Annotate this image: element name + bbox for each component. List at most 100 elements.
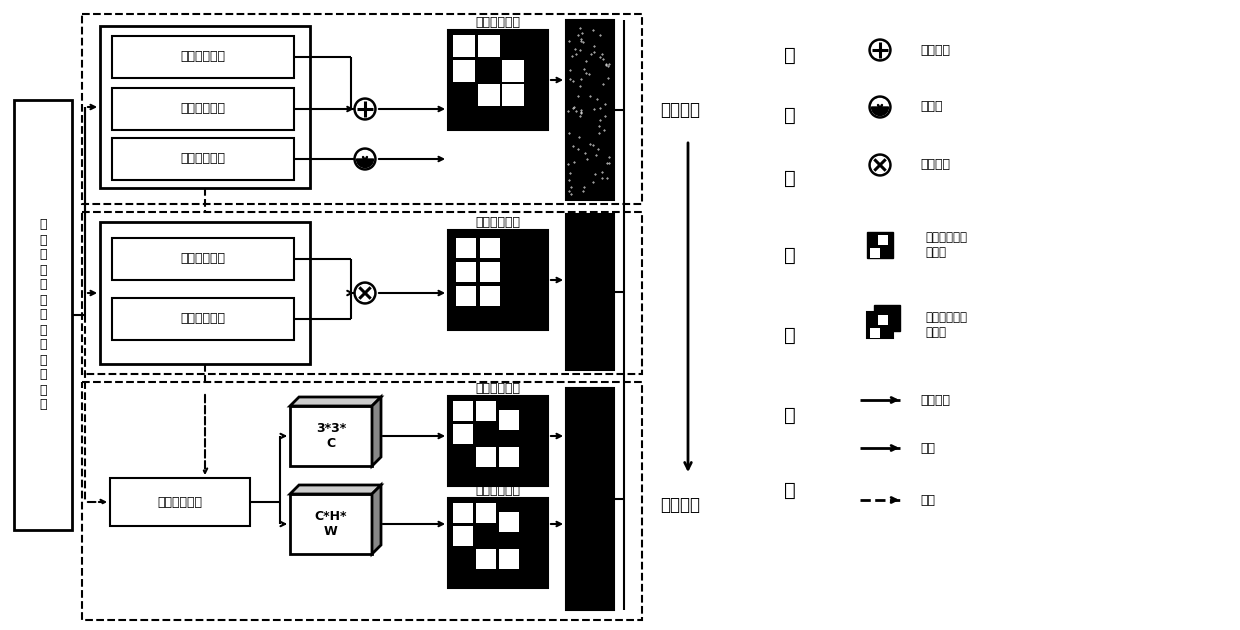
Wedge shape — [357, 159, 373, 168]
Bar — [112, 36, 294, 78]
Bar — [498, 512, 520, 532]
Bar — [448, 230, 548, 330]
Bar — [112, 138, 294, 180]
Bar — [100, 222, 310, 364]
Bar — [878, 315, 888, 325]
Polygon shape — [290, 397, 381, 406]
Text: 质性约束特征: 质性约束特征 — [475, 215, 521, 229]
Bar — [453, 35, 475, 57]
Bar — [112, 238, 294, 280]
Bar — [476, 503, 496, 523]
Circle shape — [872, 42, 889, 59]
Text: 的: 的 — [784, 168, 796, 188]
Bar — [456, 238, 476, 258]
Bar — [100, 26, 310, 188]
Bar — [870, 248, 880, 258]
Bar — [456, 262, 476, 282]
Bar — [14, 100, 72, 530]
Bar — [480, 262, 500, 282]
Text: 递: 递 — [784, 45, 796, 64]
Circle shape — [869, 154, 892, 176]
Bar — [476, 447, 496, 467]
Text: 二维单通道特
征矩阵: 二维单通道特 征矩阵 — [925, 231, 967, 259]
Bar — [453, 503, 472, 523]
Bar — [110, 478, 250, 526]
Bar — [82, 382, 642, 620]
Bar — [498, 410, 520, 430]
Bar — [867, 232, 893, 258]
Bar — [290, 406, 372, 466]
Bar — [498, 447, 520, 467]
Bar — [448, 30, 548, 130]
Bar — [112, 298, 294, 340]
Bar — [453, 526, 472, 546]
Polygon shape — [290, 485, 381, 494]
Text: 特征描述: 特征描述 — [920, 394, 950, 406]
Bar — [565, 214, 614, 370]
Text: 浅层视觉特征: 浅层视觉特征 — [475, 16, 521, 28]
Bar — [477, 84, 500, 106]
Wedge shape — [872, 107, 889, 115]
Bar — [82, 14, 642, 204]
Circle shape — [357, 285, 373, 302]
Text: 原始灰度矩阵: 原始灰度矩阵 — [181, 50, 226, 64]
Polygon shape — [372, 485, 381, 554]
Bar — [480, 286, 500, 306]
Text: 彩色合成矩阵: 彩色合成矩阵 — [181, 152, 226, 166]
Polygon shape — [372, 397, 381, 466]
Bar — [456, 286, 476, 306]
Bar — [565, 388, 614, 610]
Circle shape — [357, 101, 373, 118]
Bar — [867, 312, 893, 338]
Text: 运算: 运算 — [920, 442, 935, 454]
Text: 光谱特征向量: 光谱特征向量 — [181, 253, 226, 265]
Circle shape — [869, 96, 892, 118]
Bar — [476, 401, 496, 421]
Bar — [498, 549, 520, 569]
Text: C*H*
W: C*H* W — [315, 510, 347, 538]
Text: 高维多通道特
征矩阵: 高维多通道特 征矩阵 — [925, 311, 967, 339]
Text: 下采样: 下采样 — [920, 101, 942, 113]
Circle shape — [357, 151, 373, 168]
Text: 依赖: 依赖 — [920, 493, 935, 507]
Text: 层: 层 — [784, 406, 796, 425]
Circle shape — [872, 156, 889, 173]
Bar — [448, 396, 548, 486]
Bar — [448, 498, 548, 588]
Circle shape — [353, 282, 376, 304]
Text: 目标边界特征: 目标边界特征 — [475, 382, 521, 394]
Bar — [82, 212, 642, 374]
Text: 向量乘法: 向量乘法 — [920, 159, 950, 171]
Bar — [502, 84, 525, 106]
Bar — [112, 88, 294, 130]
Text: 多元特征挖掘: 多元特征挖掘 — [157, 496, 202, 508]
Text: 感: 感 — [784, 246, 796, 265]
Text: 次: 次 — [784, 481, 796, 500]
Circle shape — [869, 39, 892, 61]
Text: 滑
坡
区
域
高
分
辨
率
影
像
样
本
集: 滑 坡 区 域 高 分 辨 率 影 像 样 本 集 — [40, 219, 47, 411]
Text: 知: 知 — [784, 326, 796, 345]
Text: 形状特征向量: 形状特征向量 — [181, 312, 226, 326]
Text: 人脑理解: 人脑理解 — [660, 101, 701, 119]
Bar — [480, 238, 500, 258]
Text: 矩阵加法: 矩阵加法 — [920, 43, 950, 57]
Text: 灰度共生矩阵: 灰度共生矩阵 — [181, 103, 226, 115]
Text: 3*3*
C: 3*3* C — [316, 422, 346, 450]
Bar — [453, 401, 472, 421]
Bar — [502, 60, 525, 82]
Bar — [477, 35, 500, 57]
Bar — [874, 305, 900, 331]
Bar — [453, 424, 472, 444]
Bar — [878, 235, 888, 245]
Bar — [453, 60, 475, 82]
Circle shape — [872, 98, 889, 115]
Text: 机器实现: 机器实现 — [660, 496, 701, 514]
Bar — [476, 549, 496, 569]
Circle shape — [353, 148, 376, 170]
Text: 深度语义特征: 深度语义特征 — [475, 483, 521, 496]
Bar — [290, 494, 372, 554]
Circle shape — [353, 98, 376, 120]
Bar — [565, 20, 614, 200]
Text: 进: 进 — [784, 105, 796, 125]
Bar — [870, 328, 880, 338]
